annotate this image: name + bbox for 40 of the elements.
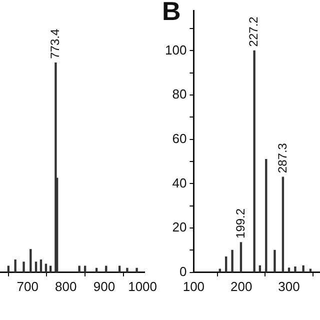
annotation: 227.2 [246, 16, 261, 47]
bar [22, 262, 25, 272]
bar [126, 268, 128, 272]
bar [294, 266, 296, 272]
x-tick-label: 700 [16, 278, 38, 294]
x-tick-label: 200 [230, 278, 252, 294]
bar [218, 268, 221, 272]
bar [44, 264, 48, 272]
y-tick-label: 40 [172, 175, 187, 190]
annotation: 199.2 [233, 208, 248, 238]
bar [40, 260, 42, 272]
bar [136, 268, 138, 272]
bar [54, 62, 57, 272]
annotation: 773.4 [48, 28, 62, 59]
x-tick-label: 1000 [128, 278, 157, 294]
y-tick-label: 60 [172, 130, 187, 146]
bar [265, 159, 268, 272]
x-tick-label: 900 [93, 278, 116, 294]
bar [231, 250, 234, 272]
bar [274, 250, 276, 272]
x-tick-label: 300 [278, 278, 300, 294]
annotation: 287.3 [275, 142, 290, 174]
bar [34, 262, 38, 272]
y-tick-label: 20 [172, 220, 187, 235]
bar [30, 249, 32, 272]
bar [302, 265, 304, 272]
bar [288, 268, 290, 272]
y-tick-label: 80 [172, 86, 187, 102]
y-tick-label: 0 [179, 264, 187, 279]
bar [14, 260, 16, 272]
x-tick-label: 800 [55, 278, 77, 294]
y-tick-label: 100 [164, 42, 187, 58]
bar [78, 266, 80, 272]
bar [253, 50, 256, 272]
bar [240, 242, 242, 272]
bar [282, 176, 284, 272]
x-tick-label: 100 [182, 278, 205, 294]
bar [309, 268, 312, 272]
chart-title: B [162, 0, 181, 27]
bar [225, 256, 228, 272]
